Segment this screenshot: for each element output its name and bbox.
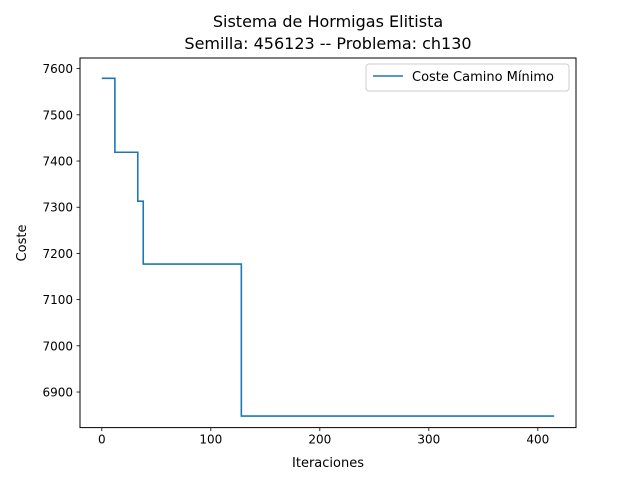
y-tick-label: 7000 — [42, 339, 73, 353]
x-tick-label: 400 — [526, 433, 549, 447]
y-tick-label: 7100 — [42, 293, 73, 307]
y-tick-label: 7500 — [42, 108, 73, 122]
series-line-coste-camino-minimo — [101, 77, 555, 417]
legend-box — [365, 63, 570, 92]
x-tick-label: 200 — [308, 433, 331, 447]
x-tick-label: 100 — [199, 433, 222, 447]
legend-label-coste-camino-minimo: Coste Camino Mínimo — [412, 70, 554, 85]
y-tick-label: 6900 — [42, 386, 73, 400]
chart-title-line1: Sistema de Hormigas Elitista — [213, 12, 443, 31]
x-axis-label: Iteraciones — [292, 456, 364, 471]
chart-title-line2: Semilla: 456123 -- Problema: ch130 — [184, 34, 471, 53]
legend: Coste Camino Mínimo — [365, 63, 570, 92]
y-tick-label: 7600 — [42, 62, 73, 76]
y-axis-label: Coste — [15, 225, 30, 262]
x-tick-label: 300 — [417, 433, 440, 447]
y-tick-label: 7400 — [42, 155, 73, 169]
plot-marks: 0 100 200 300 400 6900 7000 7100 7200 7300 7400 750… — [42, 62, 555, 447]
x-tick-label: 0 — [98, 433, 106, 447]
plot-area-frame — [79, 57, 577, 429]
y-tick-label: 7200 — [42, 247, 73, 261]
y-tick-label: 7300 — [42, 201, 73, 215]
